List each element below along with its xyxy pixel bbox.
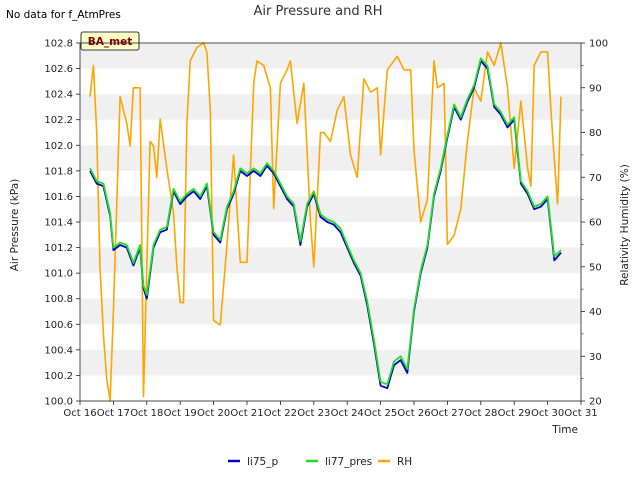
y2-tick-label: 100 (589, 39, 608, 50)
chart-title: Air Pressure and RH (253, 4, 382, 19)
y-tick-label: 100.0 (44, 397, 73, 408)
y2-tick-label: 20 (589, 397, 602, 408)
x-tick-label: Oct 26 (397, 408, 430, 419)
x-tick-label: Oct 22 (264, 408, 297, 419)
x-tick-label: Oct 21 (230, 408, 263, 419)
y-tick-label: 102.0 (44, 141, 73, 152)
y-tick-label: 100.6 (44, 320, 73, 331)
x-tick-label: Oct 24 (331, 408, 364, 419)
x-tick-label: Oct 31 (564, 408, 597, 419)
x-axis: Oct 16 Oct 17 Oct 18 Oct 19 Oct 20 Oct 21 Oct … (63, 401, 598, 419)
y-tick-label: 102.6 (44, 64, 73, 75)
x-tick-label: Oct 20 (197, 408, 230, 419)
y-tick-label: 100.8 (44, 294, 73, 305)
badge-box (80, 31, 140, 51)
x-tick-label: Oct 28 (464, 408, 497, 419)
y-tick-label: 100.2 (44, 371, 73, 382)
y2-tick-label: 80 (589, 128, 602, 139)
series-line-li77-pres (89, 57, 562, 386)
y2-tick-label: 90 (589, 83, 602, 94)
y2-tick-label: 40 (589, 307, 602, 318)
y2-tick-label: 30 (589, 352, 602, 363)
y-tick-label: 101.6 (44, 192, 73, 203)
y-axis-left: 100.0 100.2 100.4 100.6 100.8 101.0 101.2 101.4… (44, 39, 80, 408)
series-line-RH (89, 42, 562, 402)
y-axis-label: Air Pressure (kPa) (9, 179, 21, 272)
x-tick-label: Oct 29 (498, 408, 531, 419)
y-tick-label: 102.4 (44, 90, 73, 101)
x-tick-label: Oct 30 (531, 408, 564, 419)
x-tick-label: Oct 18 (130, 408, 163, 419)
grid-band (80, 349, 581, 376)
y-tick-label: 101.8 (44, 166, 73, 177)
legend-label-RH: RH (397, 456, 412, 468)
y-tick-label: 101.0 (44, 269, 73, 280)
legend-label-li77-pres: li77_pres (325, 456, 372, 468)
grid-band (80, 94, 581, 120)
y-tick-label: 100.4 (44, 345, 73, 356)
grid-band (80, 196, 581, 222)
y-axis-right: 20 30 40 50 60 70 80 90 100 (581, 39, 608, 408)
y2-axis-label: Relativity Humidity (%) (619, 164, 631, 286)
x-tick-label: Oct 16 (63, 408, 96, 419)
x-tick-label: Oct 27 (431, 408, 464, 419)
y-tick-label: 102.8 (44, 39, 73, 50)
grid-band (80, 247, 581, 274)
y2-tick-label: 50 (589, 262, 602, 273)
grid-bands (80, 43, 581, 376)
y2-tick-label: 60 (589, 218, 602, 229)
grid-band (80, 298, 581, 325)
series-layer (89, 42, 562, 402)
y-tick-label: 101.4 (44, 218, 73, 229)
x-axis-label: Time (551, 424, 578, 436)
grid-band (80, 43, 581, 69)
y-tick-label: 101.2 (44, 243, 73, 254)
x-tick-label: Oct 23 (297, 408, 330, 419)
badge-label: BA_met (88, 36, 132, 48)
y2-tick-label: 70 (589, 173, 602, 184)
x-tick-label: Oct 19 (164, 408, 197, 419)
legend: li75_p li77_pres RH (228, 456, 412, 468)
x-tick-label: Oct 17 (97, 408, 130, 419)
y-tick-label: 102.2 (44, 115, 73, 126)
no-data-note: No data for f_AtmPres (6, 9, 121, 21)
legend-label-li75-p: li75_p (247, 456, 278, 468)
x-tick-label: Oct 25 (364, 408, 397, 419)
